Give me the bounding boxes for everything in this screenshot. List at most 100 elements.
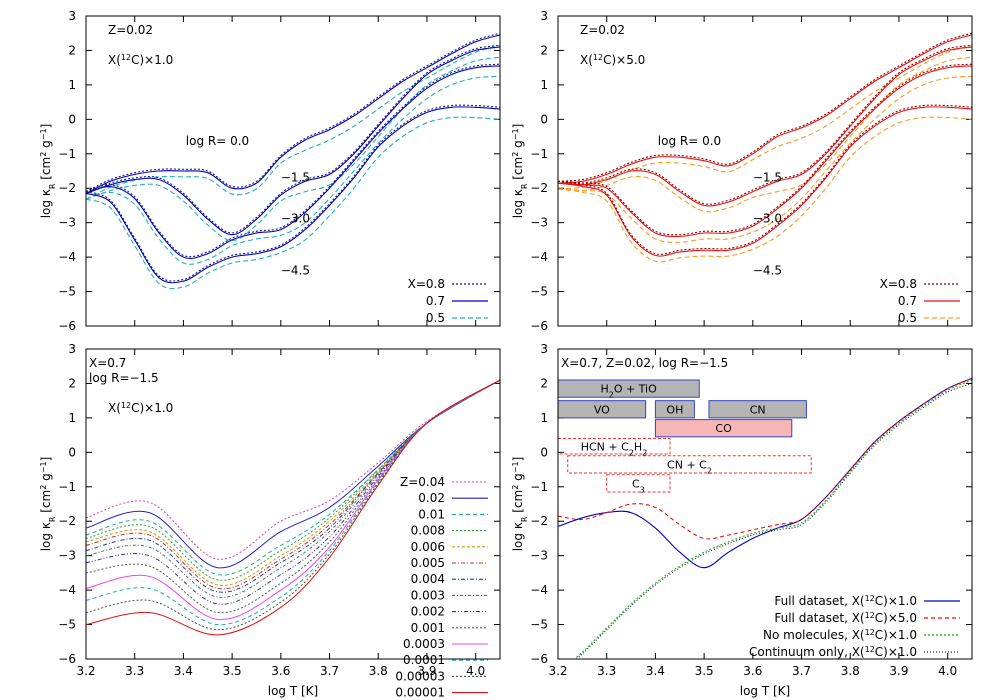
series-line bbox=[86, 379, 500, 614]
plot-area bbox=[86, 32, 500, 290]
legend-label: 0.002 bbox=[411, 605, 445, 619]
series-line bbox=[558, 63, 972, 236]
y-tick-label: 2 bbox=[540, 43, 548, 57]
legend-label: 0.0001 bbox=[403, 653, 445, 667]
y-tick-label: 3 bbox=[540, 342, 548, 356]
y-tick-label: −1 bbox=[530, 480, 548, 494]
series-line bbox=[558, 116, 972, 263]
annotation-carbon: X(12C)×1.0 bbox=[108, 53, 173, 68]
x-tick-label: 3.3 bbox=[125, 664, 144, 678]
annotation-carbon: X(12C)×5.0 bbox=[580, 53, 645, 68]
legend-label: 0.5 bbox=[898, 311, 917, 325]
legend-label: Full dataset, X(12C)×1.0 bbox=[774, 594, 917, 609]
y-tick-label: 1 bbox=[68, 411, 76, 425]
series-line bbox=[558, 75, 972, 243]
series-line bbox=[558, 46, 972, 207]
series-line bbox=[86, 379, 500, 581]
y-tick-label: −1 bbox=[530, 147, 548, 161]
x-tick-label: 3.8 bbox=[841, 664, 860, 678]
annotation-logR-1.5: −1.5 bbox=[753, 170, 782, 184]
annotation-logR-3.0: −3.0 bbox=[753, 212, 782, 226]
annotation-z: Z=0.02 bbox=[580, 23, 625, 37]
y-tick-label: −2 bbox=[530, 514, 548, 528]
legend-label: 0.001 bbox=[411, 621, 445, 635]
y-tick-label: −4 bbox=[58, 250, 76, 264]
y-axis-label: log κR [cm2 g−1] bbox=[39, 124, 57, 219]
y-tick-label: −4 bbox=[58, 583, 76, 597]
legend-label: X=0.8 bbox=[408, 277, 445, 291]
y-tick-label: 0 bbox=[68, 112, 76, 126]
annotation-logR: log R=−1.5 bbox=[89, 371, 159, 385]
series-line bbox=[575, 382, 972, 659]
y-tick-label: −6 bbox=[58, 652, 76, 666]
series-line bbox=[558, 377, 972, 540]
series-line bbox=[558, 44, 972, 190]
legend-label: 0.7 bbox=[898, 294, 917, 308]
y-tick-label: −2 bbox=[58, 514, 76, 528]
y-axis-label: log κR [cm2 g−1] bbox=[39, 457, 57, 552]
series-line bbox=[86, 104, 500, 282]
y-tick-label: −4 bbox=[530, 583, 548, 597]
y-tick-label: 1 bbox=[68, 78, 76, 92]
x-tick-label: 3.3 bbox=[597, 664, 616, 678]
y-tick-label: 0 bbox=[540, 445, 548, 459]
series-line bbox=[86, 379, 500, 636]
plot-area: H2O + TiO VO OH CN CO HCN + C2H2 CN + C2 C3 bbox=[558, 377, 972, 659]
molecule-band-label: CN bbox=[750, 403, 766, 416]
y-tick-label: −5 bbox=[530, 618, 548, 632]
x-tick-label: 3.5 bbox=[695, 664, 714, 678]
y-tick-label: 1 bbox=[540, 78, 548, 92]
y-tick-label: 1 bbox=[540, 411, 548, 425]
molecule-band bbox=[654, 400, 695, 419]
legend-label: 0.7 bbox=[426, 294, 445, 308]
series-line bbox=[86, 56, 500, 242]
y-tick-label: 2 bbox=[68, 376, 76, 390]
panel-tl: 3 2 1 0 −1 −2 −3 −4 −5 −6 log κR [cm2 g−1] Z=0.02 X(… bbox=[39, 9, 501, 333]
annotation-carbon: X(12C)×1.0 bbox=[108, 401, 173, 416]
y-tick-label: −3 bbox=[530, 549, 548, 563]
series-line bbox=[558, 32, 972, 182]
molecule-band-label: C3 bbox=[632, 477, 645, 494]
x-tick-label: 4.0 bbox=[938, 664, 957, 678]
annotation-logR-0: log R= 0.0 bbox=[186, 134, 249, 148]
annotation-logR-0: log R= 0.0 bbox=[658, 134, 721, 148]
x-tick-label: 3.4 bbox=[646, 664, 665, 678]
legend-label: Continuum only, X(12C)×1.0 bbox=[749, 645, 917, 660]
plot-area bbox=[558, 32, 972, 263]
legend-label: 0.02 bbox=[418, 491, 445, 505]
y-tick-label: 3 bbox=[540, 9, 548, 23]
annotation-x: X=0.7 bbox=[89, 356, 126, 370]
x-axis-label: log T [K] bbox=[740, 684, 790, 698]
x-tick-label: 3.2 bbox=[548, 664, 567, 678]
y-tick-label: −4 bbox=[530, 250, 548, 264]
molecule-band-label: CO bbox=[715, 422, 732, 435]
molecule-band bbox=[567, 455, 812, 474]
series-line bbox=[558, 106, 972, 257]
molecule-band-label: CN + C2 bbox=[667, 458, 712, 475]
legend-label: 0.003 bbox=[411, 588, 445, 602]
x-tick-label: 3.9 bbox=[889, 664, 908, 678]
legend-label: 0.00001 bbox=[395, 686, 445, 700]
y-tick-label: −6 bbox=[530, 652, 548, 666]
legend-label: 0.0003 bbox=[403, 637, 445, 651]
x-tick-label: 3.9 bbox=[417, 664, 436, 678]
panel-bl: 3 2 1 0 −1 −2 −3 −4 −5 −63.2 3.3 3.4 3.5 3.6 3.7 3.8 3.9… bbox=[39, 342, 501, 700]
y-tick-label: 0 bbox=[68, 445, 76, 459]
legend-label: 0.5 bbox=[426, 311, 445, 325]
y-tick-label: −5 bbox=[530, 285, 548, 299]
legend-label: Full dataset, X(12C)×5.0 bbox=[774, 611, 917, 626]
legend-label: 0.004 bbox=[411, 572, 445, 586]
series-line bbox=[573, 379, 972, 659]
y-tick-label: −2 bbox=[58, 181, 76, 195]
molecule-band bbox=[654, 419, 793, 438]
y-axis-label: log κR [cm2 g−1] bbox=[511, 457, 529, 552]
series-line bbox=[558, 44, 972, 205]
x-tick-label: 3.6 bbox=[271, 664, 290, 678]
y-tick-label: −1 bbox=[58, 147, 76, 161]
annotation-logR-3.0: −3.0 bbox=[281, 212, 310, 226]
legend-label: 0.008 bbox=[411, 524, 445, 538]
series-line bbox=[86, 46, 500, 236]
series-line bbox=[558, 56, 972, 213]
series-line bbox=[86, 44, 500, 234]
